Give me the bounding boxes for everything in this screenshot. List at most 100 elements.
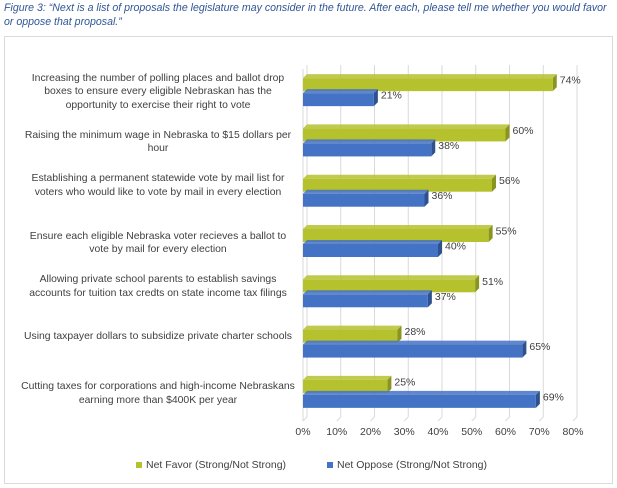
oppose-value-label: 36% [432,190,453,202]
x-tick-label: 20% [360,426,381,438]
x-tick-label: 40% [427,426,448,438]
x-tick-label: 30% [394,426,415,438]
oppose-value-label: 21% [381,90,402,102]
gridline-floor [370,416,375,422]
bar-side-face [387,375,392,393]
gridline-floor [471,416,477,422]
bar-top-face [303,290,432,295]
category-label: Cutting taxes for corporations and high-… [21,381,295,406]
oppose-value-label: 38% [438,140,459,152]
bar-side-face [488,225,493,242]
oppose-bar [303,139,436,157]
bar-top-face [303,275,480,280]
category-label: Using taxpayer dollars to subsidize priv… [24,331,292,343]
bar-front-face [303,178,492,192]
bar-front-face [303,379,388,393]
bar-top-face [303,390,540,395]
x-tick-label: 60% [495,426,516,438]
oppose-value-label: 37% [435,291,456,303]
bar-front-face [303,229,489,242]
gridline-floor [437,416,443,422]
category-label: Increasing the number of polling places … [31,72,285,111]
bar-top-face [303,189,429,194]
bar-side-face [424,189,429,207]
favor-value-label: 25% [394,376,415,388]
oppose-bar [303,89,378,107]
oppose-bar [303,189,429,207]
legend-label: Net Oppose (Strong/Not Strong) [337,459,487,471]
gridline-floor [403,416,409,422]
bar-top-face [303,74,557,79]
x-tick-label: 10% [326,426,347,438]
x-tick-label: 50% [461,426,482,438]
bar-side-face [522,340,527,358]
bar-front-face [303,128,506,142]
gridline-floor [572,416,578,422]
legend-label: Net Favor (Strong/Not Strong) [146,459,286,471]
legend-swatch [327,462,333,468]
bar-side-face [552,74,557,92]
bar-front-face [303,193,425,207]
bar-side-face [438,240,442,257]
bar-front-face [303,394,536,408]
bar-top-face [303,124,510,129]
favor-bar [303,225,493,242]
favor-value-label: 56% [499,175,520,187]
figure-caption: Figure 3: “Next is a list of proposals t… [4,2,607,28]
bar-top-face [303,340,527,345]
favor-value-label: 28% [405,326,426,338]
gridline-floor [538,416,544,422]
gridline-floor [336,416,342,422]
bar-top-face [303,89,378,94]
x-tick-label: 70% [529,426,550,438]
favor-bar [303,375,392,393]
oppose-bar [303,290,432,308]
bar-side-face [475,275,480,293]
favor-value-label: 51% [482,276,503,288]
bar-top-face [303,325,402,330]
bar-front-face [303,344,523,358]
bar-side-face [373,89,378,107]
category-label: Allowing private school parents to estab… [29,274,287,299]
category-label: Establishing a permanent statewide vote … [31,173,285,198]
oppose-value-label: 65% [529,341,550,353]
favor-value-label: 74% [560,75,581,87]
bar-front-face [303,93,374,107]
favor-bar [303,124,510,142]
bar-top-face [303,174,496,179]
legend-oppose: Net Oppose (Strong/Not Strong) [327,459,487,471]
bar-side-face [431,139,436,157]
bar-front-face [303,294,428,308]
bar-side-face [397,325,402,343]
chart-frame: 0% 10% 20% 30% 40% 50% 60% 70% 80% 74% 21% 60% 38% 56… [4,36,613,484]
oppose-bar [303,240,442,257]
gridline-floor [505,416,510,422]
favor-value-label: 55% [496,226,517,238]
favor-bar [303,275,480,293]
gridline-floor [302,416,308,422]
legend-swatch [136,462,142,468]
favor-bar [303,74,557,92]
bar-side-face [505,124,510,142]
bar-side-face [535,390,540,408]
bar-front-face [303,143,432,157]
bar-chart: 0% 10% 20% 30% 40% 50% 60% 70% 80% 74% 21% 60% 38% 56… [136,65,584,471]
oppose-bar [303,390,540,408]
oppose-value-label: 69% [543,391,564,403]
bar-front-face [303,329,398,343]
bar-side-face [427,290,432,308]
oppose-bar [303,340,527,358]
category-label: Raising the minimum wage in Nebraska to … [24,129,292,155]
bar-front-face [303,78,553,92]
favor-bar [303,325,402,343]
favor-value-label: 60% [513,125,534,137]
bar-top-face [303,225,493,229]
favor-bar [303,174,496,192]
x-tick-label: 0% [295,426,310,438]
bar-front-face [303,279,476,293]
bar-front-face [303,244,438,257]
legend-favor: Net Favor (Strong/Not Strong) [136,459,286,471]
x-tick-label: 80% [562,426,583,438]
category-label: Ensure each eligible Nebraska voter reci… [29,230,287,256]
oppose-value-label: 40% [445,241,466,253]
